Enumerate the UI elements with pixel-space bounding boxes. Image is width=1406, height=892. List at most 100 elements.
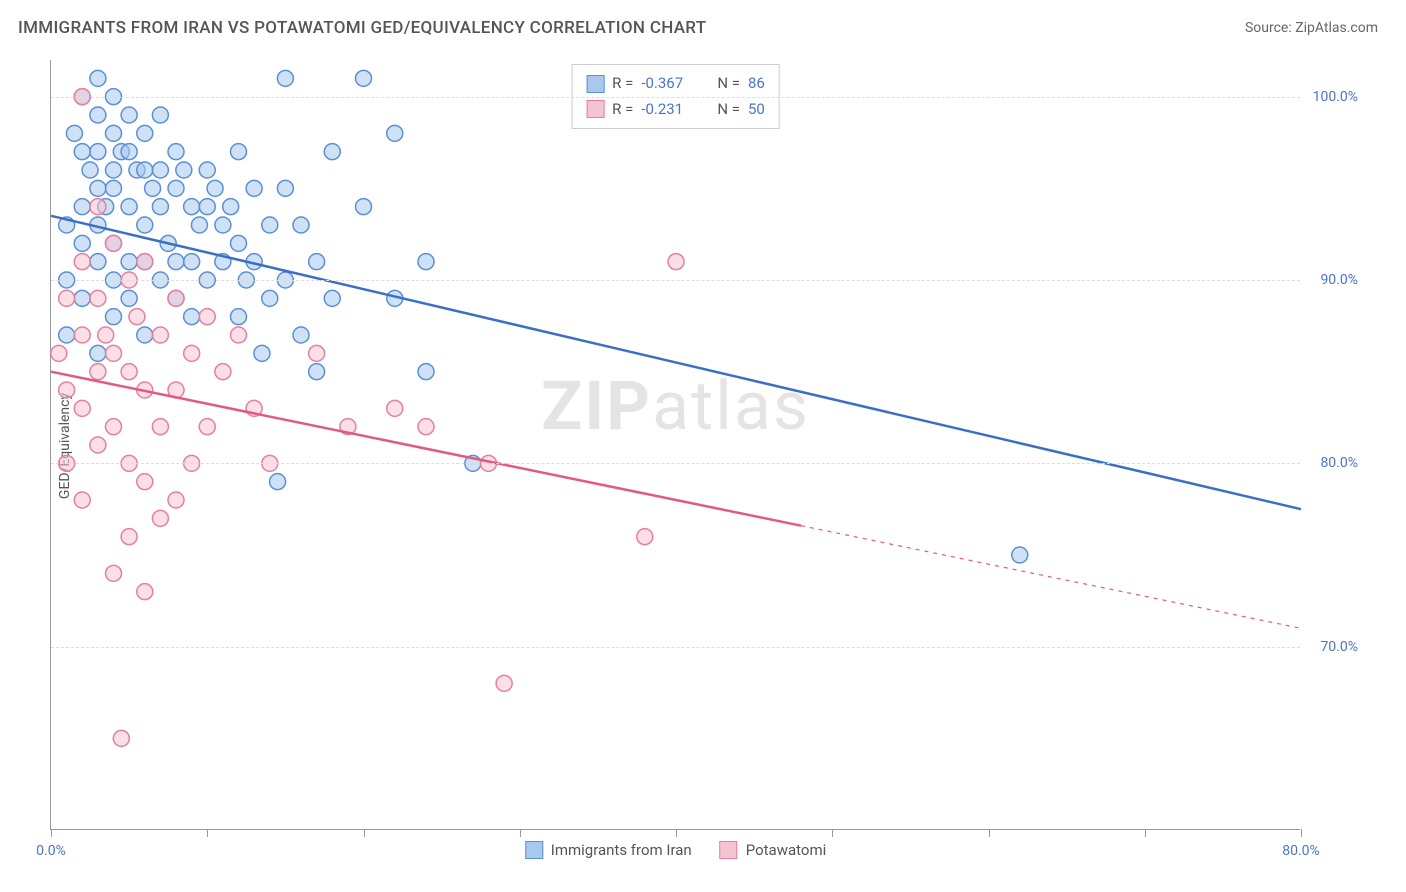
data-point <box>152 327 168 343</box>
trend-line <box>51 372 801 526</box>
data-point <box>191 217 207 233</box>
data-point <box>74 400 90 416</box>
data-point <box>168 254 184 270</box>
chart-title: IMMIGRANTS FROM IRAN VS POTAWATOMI GED/E… <box>18 18 706 38</box>
data-point <box>418 419 434 435</box>
x-tick <box>520 829 521 837</box>
data-point <box>51 345 67 361</box>
data-point <box>356 70 372 86</box>
legend-swatch <box>525 841 543 859</box>
data-point <box>262 217 278 233</box>
data-point <box>637 529 653 545</box>
data-point <box>277 180 293 196</box>
legend-N-label: N = <box>717 71 740 97</box>
data-point <box>387 125 403 141</box>
data-point <box>106 309 122 325</box>
legend-swatch <box>586 75 604 93</box>
data-point <box>74 199 90 215</box>
legend-item: Potawatomi <box>720 841 827 859</box>
data-point <box>231 327 247 343</box>
gridline <box>51 280 1300 281</box>
data-point <box>121 529 137 545</box>
data-point <box>152 419 168 435</box>
series-legend: Immigrants from Iran Potawatomi <box>525 841 827 859</box>
data-point <box>90 364 106 380</box>
data-point <box>309 364 325 380</box>
x-tick <box>832 829 833 837</box>
data-point <box>418 254 434 270</box>
data-point <box>82 162 98 178</box>
data-point <box>74 492 90 508</box>
data-point <box>231 309 247 325</box>
data-point <box>113 730 129 746</box>
legend-R-label: R = <box>612 71 633 97</box>
data-point <box>74 144 90 160</box>
legend-series-name: Immigrants from Iran <box>551 841 692 859</box>
data-point <box>215 364 231 380</box>
data-point <box>66 125 82 141</box>
data-point <box>74 327 90 343</box>
data-point <box>129 309 145 325</box>
gridline <box>51 647 1300 648</box>
data-point <box>309 345 325 361</box>
legend-swatch <box>720 841 738 859</box>
data-point <box>121 364 137 380</box>
data-point <box>121 199 137 215</box>
legend-N-label: N = <box>717 97 740 123</box>
data-point <box>418 364 434 380</box>
data-point <box>106 565 122 581</box>
trend-line-dashed <box>801 526 1301 629</box>
legend-R-value: -0.367 <box>641 71 701 97</box>
x-tick-label: 0.0% <box>36 843 66 859</box>
data-point <box>106 162 122 178</box>
data-point <box>90 180 106 196</box>
data-point <box>90 345 106 361</box>
data-point <box>1012 547 1028 563</box>
data-point <box>145 180 161 196</box>
data-point <box>293 217 309 233</box>
data-point <box>90 290 106 306</box>
data-point <box>184 309 200 325</box>
data-point <box>121 254 137 270</box>
data-point <box>121 290 137 306</box>
legend-swatch <box>586 100 604 118</box>
data-point <box>231 235 247 251</box>
data-point <box>90 199 106 215</box>
data-point <box>184 345 200 361</box>
data-point <box>137 162 153 178</box>
data-point <box>324 290 340 306</box>
data-point <box>356 199 372 215</box>
legend-N-value: 86 <box>748 71 765 97</box>
data-point <box>106 419 122 435</box>
data-point <box>121 107 137 123</box>
data-point <box>137 217 153 233</box>
data-point <box>215 217 231 233</box>
gridline <box>51 97 1300 98</box>
legend-row: R =-0.231N =50 <box>586 97 765 123</box>
data-point <box>270 474 286 490</box>
data-point <box>207 180 223 196</box>
legend-N-value: 50 <box>748 97 765 123</box>
data-point <box>152 107 168 123</box>
data-point <box>106 125 122 141</box>
data-point <box>90 70 106 86</box>
data-point <box>199 309 215 325</box>
data-point <box>668 254 684 270</box>
data-point <box>137 254 153 270</box>
data-point <box>184 199 200 215</box>
x-tick <box>1145 829 1146 837</box>
data-point <box>168 144 184 160</box>
data-point <box>106 235 122 251</box>
data-point <box>152 199 168 215</box>
data-point <box>137 584 153 600</box>
source-label: Source: ZipAtlas.com <box>1245 20 1378 36</box>
data-point <box>223 199 239 215</box>
data-point <box>90 144 106 160</box>
data-point <box>277 70 293 86</box>
legend-row: R = -0.367 N = 86 <box>586 71 765 97</box>
legend-series-name: Potawatomi <box>746 841 827 859</box>
data-point <box>59 327 75 343</box>
x-tick <box>364 829 365 837</box>
data-point <box>184 254 200 270</box>
data-point <box>309 254 325 270</box>
